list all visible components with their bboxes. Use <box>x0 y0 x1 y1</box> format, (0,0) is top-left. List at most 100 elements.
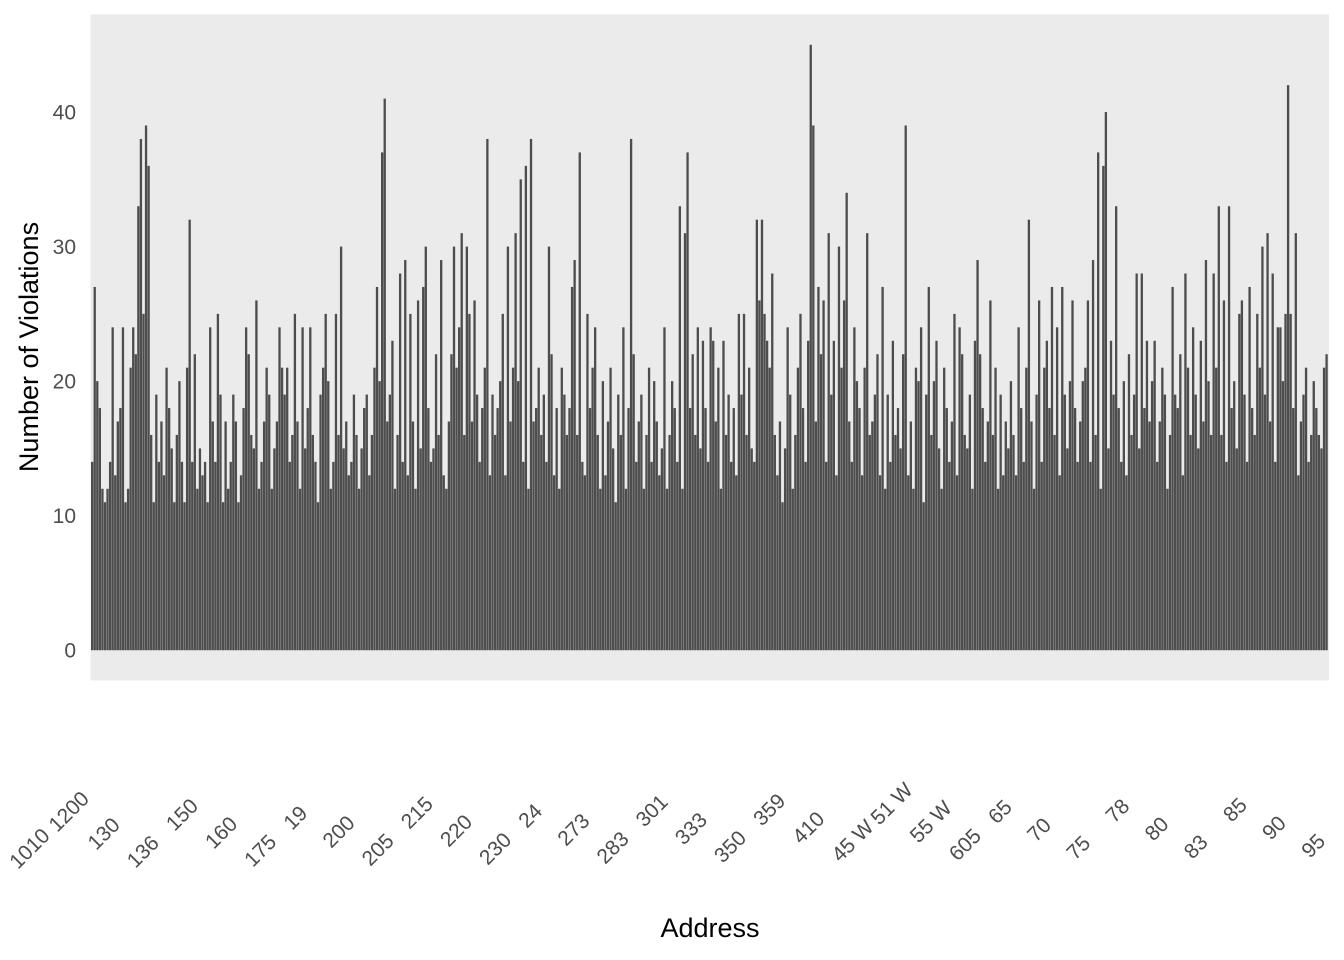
bar <box>1107 448 1110 651</box>
bar <box>175 434 178 651</box>
bar <box>504 475 507 651</box>
bar <box>1281 381 1285 651</box>
bar <box>588 408 592 651</box>
bar <box>437 434 440 651</box>
y-tick-label: 0 <box>64 640 76 663</box>
bar <box>432 448 435 651</box>
bar <box>1066 448 1069 651</box>
bar <box>196 488 199 651</box>
bar <box>963 434 966 651</box>
bar <box>642 488 646 651</box>
bar <box>1002 475 1005 651</box>
bar <box>570 286 574 651</box>
bar <box>545 461 548 651</box>
x-tick-label: 45 W <box>827 815 878 866</box>
bar <box>1148 421 1151 651</box>
bar <box>817 286 820 651</box>
bar <box>522 461 525 651</box>
bar <box>334 313 338 651</box>
bar <box>298 488 302 651</box>
bar <box>224 421 227 651</box>
bar <box>801 408 805 651</box>
bar <box>1158 421 1161 651</box>
bar <box>1068 381 1072 651</box>
bar <box>1084 367 1087 651</box>
bar <box>1063 394 1066 651</box>
bar <box>1017 327 1020 651</box>
bar <box>324 313 327 651</box>
bar <box>401 461 404 651</box>
bar <box>730 461 733 651</box>
bar <box>329 488 332 651</box>
bar <box>755 219 759 651</box>
bar <box>185 367 189 651</box>
bar <box>845 192 848 651</box>
x-tick-label: 359 <box>749 789 790 830</box>
bar <box>1086 300 1090 651</box>
bar <box>1325 354 1328 651</box>
bar <box>1310 434 1313 651</box>
bar <box>1276 327 1279 651</box>
x-tick-label: 301 <box>632 790 673 831</box>
bar <box>655 421 658 651</box>
bar <box>460 233 463 651</box>
bar <box>257 488 261 651</box>
bar <box>234 421 238 651</box>
bar <box>704 408 707 651</box>
bar <box>534 408 538 651</box>
bar <box>573 260 576 651</box>
bar <box>927 286 930 651</box>
bar <box>799 313 802 651</box>
bar <box>173 502 176 651</box>
bar <box>1099 488 1102 651</box>
bar <box>404 260 407 651</box>
bar <box>527 488 530 651</box>
bar <box>904 125 907 651</box>
bar <box>1225 461 1228 651</box>
bar <box>550 354 553 651</box>
bar <box>108 461 112 651</box>
bar <box>147 165 150 651</box>
bar <box>1302 394 1305 651</box>
bar <box>860 475 864 651</box>
bar <box>899 448 902 651</box>
bar <box>150 434 153 651</box>
bar <box>1150 381 1154 651</box>
bar <box>1215 367 1218 651</box>
bar <box>599 488 602 651</box>
bar <box>1186 367 1190 651</box>
bar <box>337 434 340 651</box>
bar <box>886 394 889 651</box>
x-tick-label: 220 <box>436 810 477 851</box>
bar <box>1191 327 1195 651</box>
bar <box>478 461 481 651</box>
bar <box>935 340 938 651</box>
bar <box>866 233 869 651</box>
bar <box>976 260 979 651</box>
bar <box>180 461 184 651</box>
bar <box>414 488 417 651</box>
bar <box>306 408 309 651</box>
bar <box>391 340 394 651</box>
bar <box>532 421 535 651</box>
bar <box>889 461 892 651</box>
x-tick-label: 333 <box>671 808 712 849</box>
bar <box>188 219 191 651</box>
x-tick-label: 160 <box>201 812 242 853</box>
bar <box>1202 421 1205 651</box>
bar <box>1251 408 1254 651</box>
bar <box>1004 421 1007 651</box>
x-tick-label: 19 <box>279 802 312 835</box>
bar <box>735 475 738 651</box>
bar <box>1243 394 1246 651</box>
bar <box>129 367 132 651</box>
bar <box>1125 475 1128 651</box>
x-tick-label: 273 <box>553 809 594 850</box>
bar <box>1089 461 1092 651</box>
bar <box>558 488 561 651</box>
bar <box>894 434 897 651</box>
bar <box>832 340 835 651</box>
bar <box>1061 286 1064 651</box>
bar <box>1073 408 1077 651</box>
x-tick-label: 80 <box>1141 813 1174 846</box>
